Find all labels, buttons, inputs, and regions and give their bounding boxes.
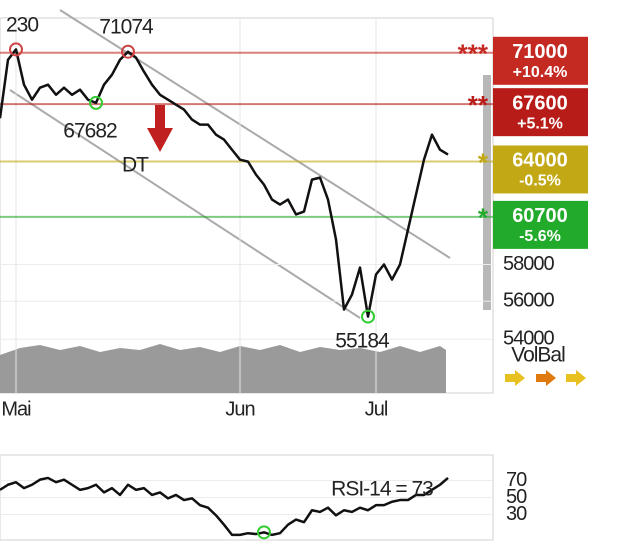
level-stars: ** xyxy=(468,90,489,120)
point-marker xyxy=(257,525,271,540)
volume-area xyxy=(0,344,446,393)
level-stars: * xyxy=(478,147,489,177)
point-marker xyxy=(121,44,135,59)
level-stars: *** xyxy=(458,39,489,69)
y-tick-label: 58000 xyxy=(503,253,554,275)
level-box xyxy=(493,88,588,137)
channel-line xyxy=(59,9,451,259)
point-marker xyxy=(9,42,23,57)
level-value: 67600 xyxy=(512,92,568,114)
annotation: DT xyxy=(122,154,149,177)
y-tick-label: 30 xyxy=(506,503,527,525)
y-tick-label: 54000 xyxy=(503,328,554,350)
price-line xyxy=(0,476,449,537)
annotation: 67682 xyxy=(63,120,117,143)
level-change: +10.4% xyxy=(513,64,568,81)
y-tick-label: 56000 xyxy=(503,290,554,312)
nav-arrow[interactable] xyxy=(505,370,525,386)
nav-arrow[interactable] xyxy=(566,370,586,386)
nav-arrow[interactable] xyxy=(536,370,556,386)
dt-arrow xyxy=(147,105,173,152)
level-box xyxy=(493,145,588,194)
level-value: 60700 xyxy=(512,205,568,227)
annotation: 230 xyxy=(6,14,38,37)
annotation: 71074 xyxy=(99,16,154,39)
level-value: 71000 xyxy=(512,41,568,63)
level-change: -0.5% xyxy=(519,173,561,190)
price-line xyxy=(0,48,449,318)
x-tick-label: Jun xyxy=(225,398,254,420)
annotation: VolBal xyxy=(511,344,565,367)
x-tick-label: Mai xyxy=(1,398,31,420)
y-tick-label: 50 xyxy=(506,486,527,508)
level-value: 64000 xyxy=(512,150,568,172)
indicator-bar xyxy=(483,75,491,310)
point-marker xyxy=(89,95,103,110)
level-stars: * xyxy=(478,203,489,233)
annotation: RSI-14 = 73 xyxy=(331,478,433,501)
level-box xyxy=(493,36,588,85)
level-box xyxy=(493,200,588,249)
annotation: 55184 xyxy=(335,330,390,353)
nav-arrows xyxy=(505,370,586,386)
point-marker xyxy=(361,309,375,324)
level-change: +5.1% xyxy=(517,115,563,132)
y-tick-label: 70 xyxy=(506,469,527,491)
price-frame xyxy=(0,17,494,394)
x-tick-label: Jul xyxy=(365,398,388,420)
channel-line xyxy=(9,89,361,319)
level-change: -5.6% xyxy=(519,228,561,245)
